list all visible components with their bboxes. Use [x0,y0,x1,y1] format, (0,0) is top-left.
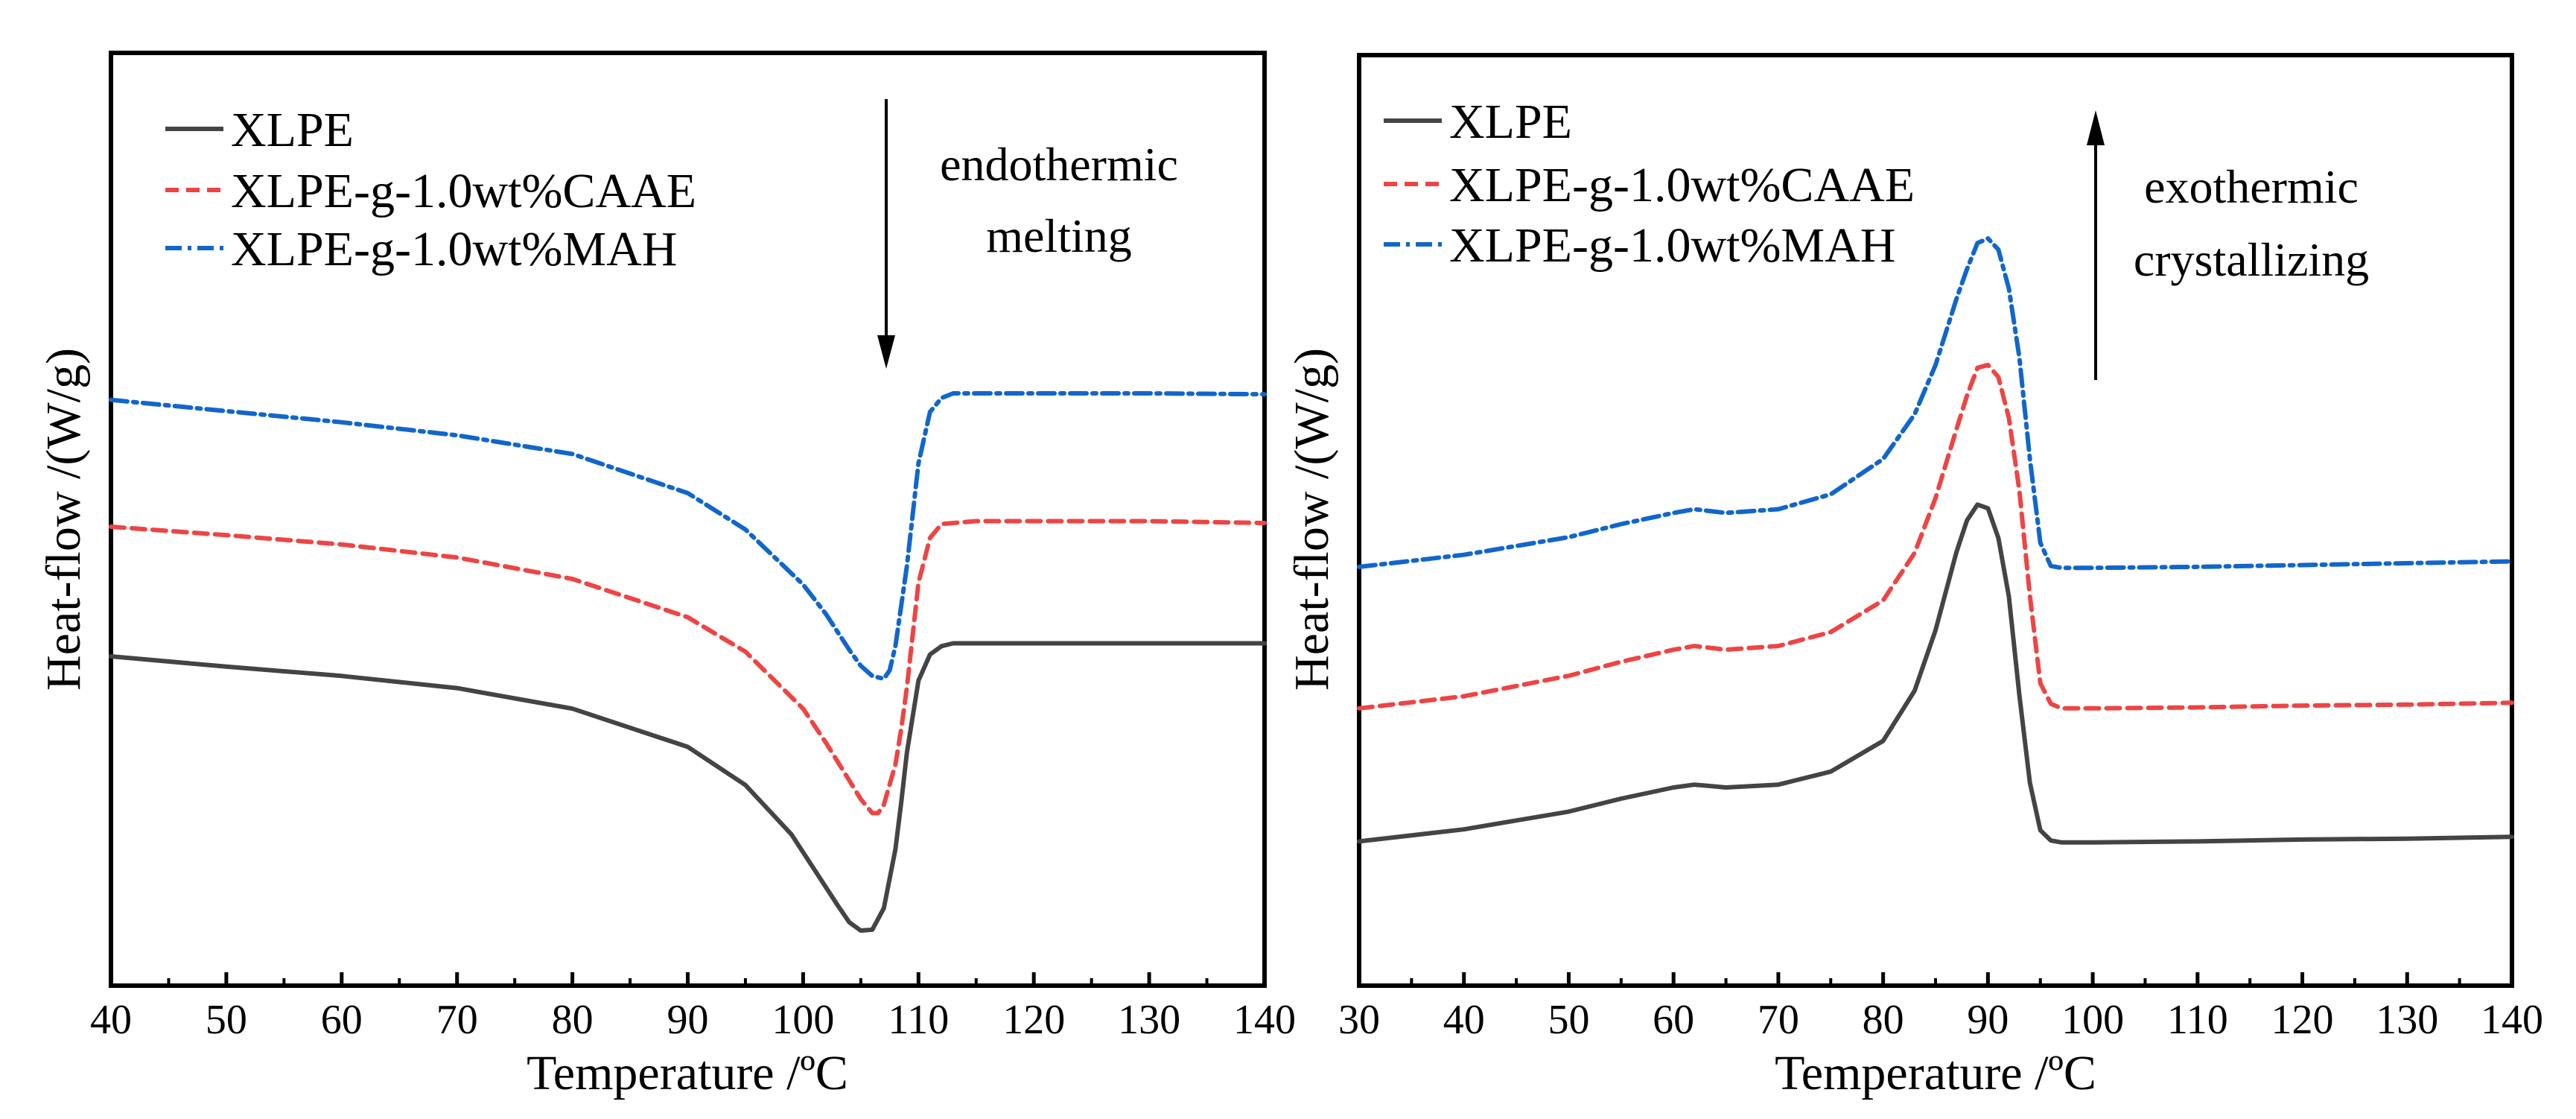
annotation-arrow-head [2087,110,2105,145]
panel-melting: 40 50 60 70 80 90 100 110 120 130 140 Temperature … [36,51,1296,1100]
series-line-xlpe-g-1-0wt-mah [109,391,1267,682]
x-tick-label: 130 [1118,997,1180,1043]
x-tick-label: 120 [2271,997,2334,1043]
x-tick-label: 30 [1338,997,1380,1043]
legend-label-mah: XLPE-g-1.0wt%MAH [1449,218,1895,273]
legend-item: XLPE [165,103,354,157]
series-line-xlpe-g-1-0wt-caae [109,519,1267,816]
legend: XLPE XLPE-g-1.0wt%CAAE XLPE-g-1.0wt%MAH [1384,95,1915,273]
x-tick-label: 60 [1653,997,1694,1043]
x-tick-label: 140 [2481,997,2543,1043]
x-tick-label: 40 [1443,997,1485,1043]
legend-item: XLPE-g-1.0wt%MAH [1384,218,1895,273]
legend-item: XLPE [1384,95,1572,149]
legend-label-caae: XLPE-g-1.0wt%CAAE [231,164,696,218]
legend-label-mah: XLPE-g-1.0wt%MAH [231,222,677,276]
panel-crystallization: 30 40 50 60 70 80 90 100 110 120 130 140 Temperatur… [1285,53,2543,1100]
annotation-line-2: melting [986,209,1132,262]
plot-area: 30 40 50 60 70 80 90 100 110 120 130 140 [1338,53,2543,1043]
annotation: exothermic crystallizing [2087,110,2369,380]
x-tick-label: 80 [552,997,594,1043]
legend: XLPE XLPE-g-1.0wt%CAAE XLPE-g-1.0wt%MAH [165,103,696,276]
x-tick-label: 90 [667,997,709,1043]
x-tick-label: 80 [1863,997,1904,1043]
x-tick-label: 70 [1758,997,1799,1043]
annotation-arrow-head [877,335,895,369]
legend-item: XLPE-g-1.0wt%MAH [165,222,677,276]
x-tick-label: 100 [2061,997,2124,1043]
y-axis-label: Heat-flow /(W/g) [36,348,91,691]
x-tick-label: 110 [888,997,949,1043]
x-tick-label: 140 [1233,997,1296,1043]
series-line-xlpe [109,641,1267,933]
plot-area: 40 50 60 70 80 90 100 110 120 130 140 [90,51,1296,1043]
x-tick-label: 120 [1002,997,1065,1043]
legend-label-caae: XLPE-g-1.0wt%CAAE [1449,158,1915,212]
series-line-xlpe [1357,502,2514,845]
legend-item: XLPE-g-1.0wt%CAAE [165,164,696,218]
x-tick-label: 60 [321,997,363,1043]
legend-item: XLPE-g-1.0wt%CAAE [1384,158,1915,212]
x-tick-label: 90 [1967,997,2009,1043]
x-tick-label: 110 [2167,997,2228,1043]
annotation-line-1: exothermic [2144,160,2359,213]
legend-label-xlpe: XLPE [1449,95,1572,149]
series-line-xlpe-g-1-0wt-caae [1357,362,2514,711]
x-tick-label: 50 [206,997,247,1043]
x-tick-label: 40 [90,997,132,1043]
y-axis-label: Heat-flow /(W/g) [1285,348,1339,691]
series-line-xlpe-g-1-0wt-mah [1357,236,2514,571]
x-tick-label: 100 [772,997,834,1043]
x-tick-label: 130 [2376,997,2438,1043]
annotation: endothermic melting [877,99,1178,369]
annotation-line-1: endothermic [940,138,1178,191]
x-axis-label: Temperature /ºC [1775,1046,2096,1100]
x-tick-label: 70 [436,997,478,1043]
x-axis-label: Temperature /ºC [527,1046,848,1100]
x-tick-label: 50 [1548,997,1589,1043]
annotation-line-2: crystallizing [2134,233,2369,286]
legend-label-xlpe: XLPE [231,103,354,157]
